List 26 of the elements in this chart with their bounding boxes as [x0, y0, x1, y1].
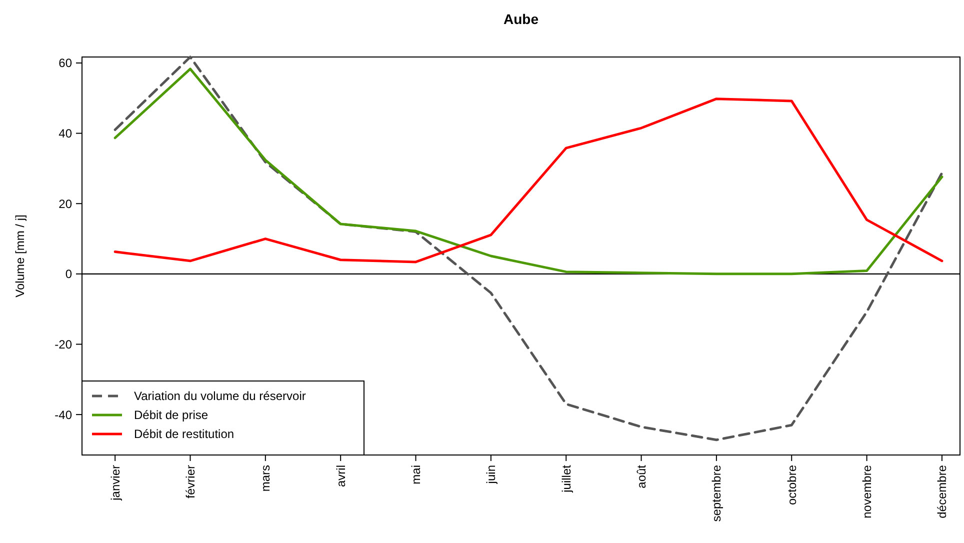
chart-title: Aube: [504, 11, 539, 27]
y-tick-label: 0: [65, 267, 72, 282]
x-tick-label: mai: [408, 465, 423, 484]
x-tick-label: janvier: [108, 465, 122, 502]
x-tick-label: décembre: [935, 464, 950, 518]
y-tick-label: 40: [58, 126, 72, 140]
x-tick-label: février: [183, 465, 198, 498]
line-series: [114, 98, 944, 264]
legend-label: Débit de prise: [134, 408, 208, 422]
line-series: [114, 56, 944, 442]
y-tick-label: 60: [58, 56, 72, 70]
x-tick-label: août: [634, 464, 648, 488]
x-tick-label: septembre: [710, 464, 724, 522]
y-axis-title: Volume [mm / j]: [13, 214, 27, 298]
x-tick-label: avril: [334, 465, 348, 488]
legend-label: Variation du volume du réservoir: [134, 389, 306, 404]
x-tick-label: juin: [484, 465, 498, 485]
legend-label: Débit de restitution: [134, 427, 234, 442]
y-tick-label: 20: [58, 196, 72, 211]
x-tick-label: novembre: [860, 464, 874, 518]
x-tick-label: mars: [258, 465, 273, 492]
x-tick-label: octobre: [784, 464, 799, 506]
line-series: [114, 68, 944, 276]
x-tick-label: juillet: [559, 464, 574, 494]
y-tick-label: -40: [54, 408, 72, 422]
y-tick-label: -20: [54, 337, 72, 352]
